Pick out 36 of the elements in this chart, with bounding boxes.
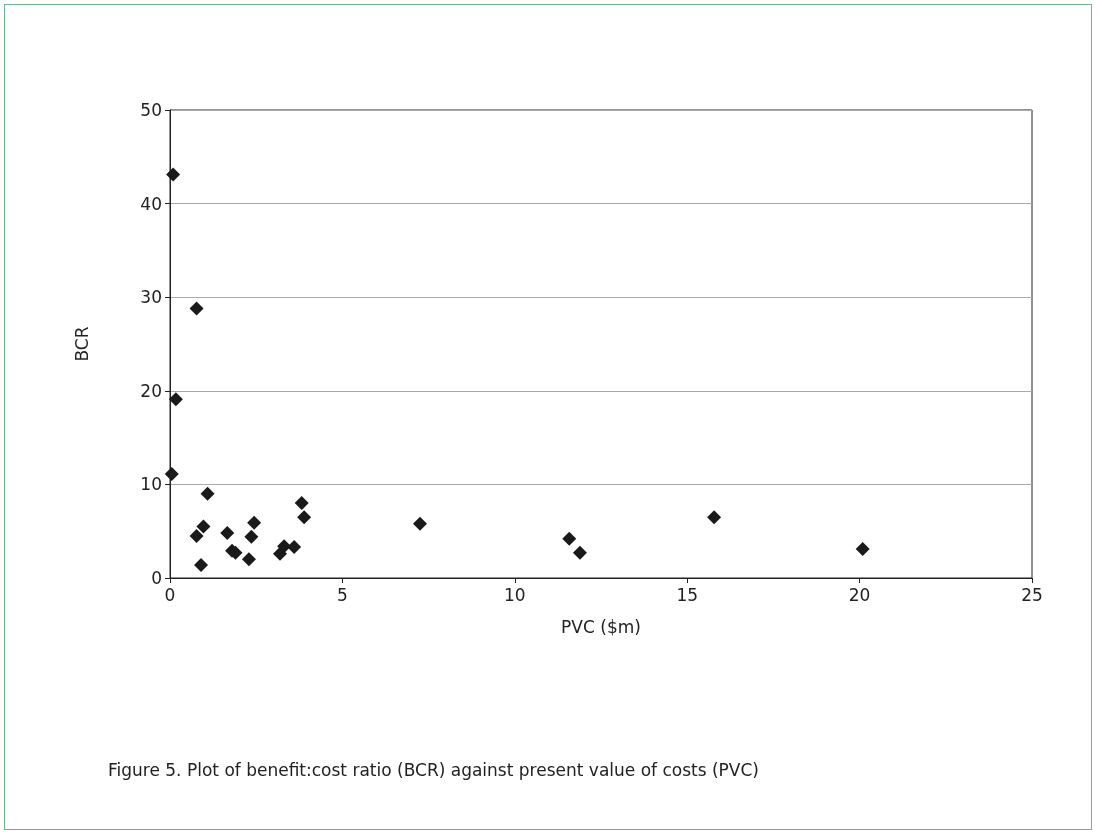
point xyxy=(194,557,209,572)
caption: Figure 5. Plot of benefit:cost ratio (BCR) against present value of costs (PVC) xyxy=(108,760,759,780)
x-axis-title: PVC ($m) xyxy=(561,616,641,637)
point xyxy=(166,167,181,182)
point xyxy=(164,467,179,482)
point xyxy=(572,545,587,560)
point xyxy=(244,529,259,544)
point xyxy=(707,510,722,525)
y-tick-label: 20 xyxy=(140,380,162,401)
point xyxy=(247,515,262,530)
point xyxy=(287,540,302,555)
point xyxy=(200,486,215,501)
y-axis-title: BCR xyxy=(71,326,92,362)
point xyxy=(241,552,256,567)
x-tick-label: 5 xyxy=(336,584,348,605)
x-tick-label: 15 xyxy=(676,584,699,605)
point xyxy=(220,526,235,541)
point xyxy=(562,531,577,546)
y-tick-label: 10 xyxy=(140,474,162,495)
y-tick-label: 30 xyxy=(140,287,162,308)
point xyxy=(294,496,309,511)
point xyxy=(168,392,183,407)
x-tick-label: 20 xyxy=(848,584,871,605)
point xyxy=(196,519,211,534)
y-tick-label: 40 xyxy=(140,193,162,214)
point xyxy=(297,510,312,525)
y-tick-label: 50 xyxy=(140,100,162,120)
point xyxy=(189,528,204,543)
x-tick-label: 10 xyxy=(503,584,526,605)
point xyxy=(412,516,427,531)
y-tick-label: 0 xyxy=(151,568,162,588)
point xyxy=(855,541,870,556)
x-tick-label: 0 xyxy=(164,584,176,605)
point xyxy=(189,301,204,316)
point xyxy=(277,539,292,554)
x-tick-label: 25 xyxy=(1021,584,1043,605)
